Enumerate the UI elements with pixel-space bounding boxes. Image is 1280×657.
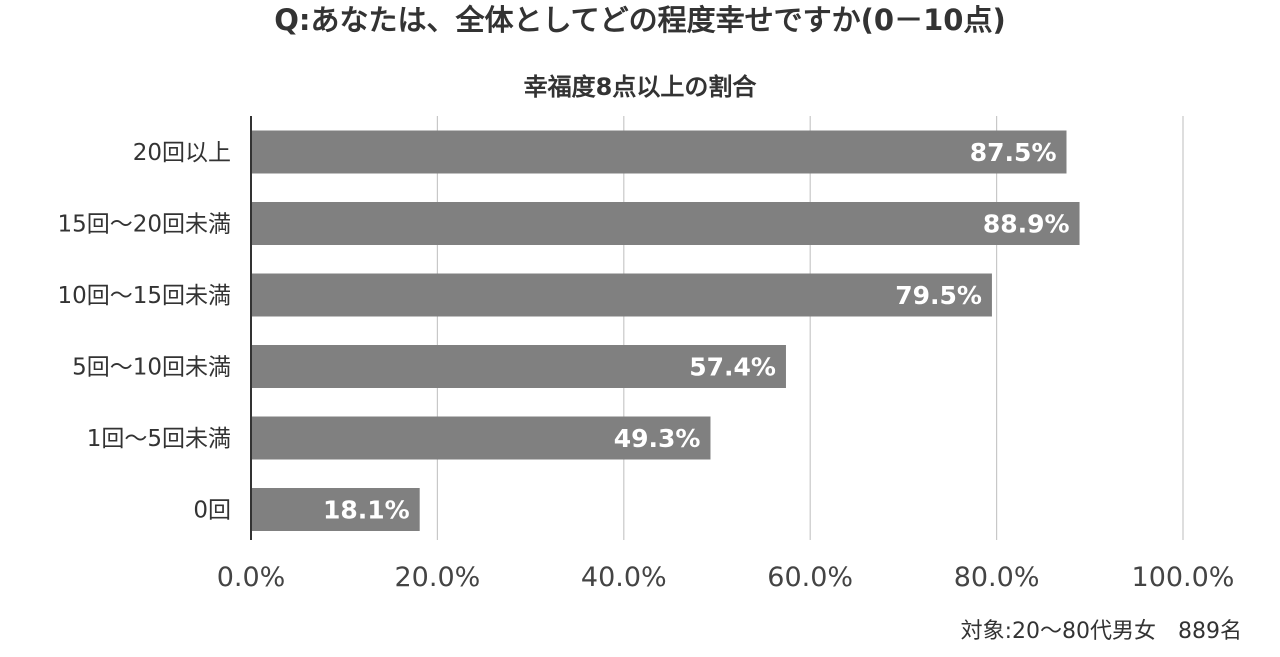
x-tick-label: 60.0% (767, 562, 853, 593)
value-label: 88.9% (983, 210, 1070, 239)
value-label: 87.5% (970, 138, 1057, 167)
category-label: 15回～20回未満 (57, 212, 231, 238)
value-label: 57.4% (689, 353, 776, 382)
bar (251, 345, 786, 388)
value-label: 49.3% (614, 424, 701, 453)
sample-note: 対象:20～80代男女 889名 (960, 619, 1242, 644)
category-label: 10回～15回未満 (57, 283, 231, 309)
category-label: 20回以上 (133, 140, 231, 166)
bar (251, 416, 711, 460)
x-tick-label: 0.0% (217, 562, 286, 593)
category-labels: 20回以上 15回～20回未満 10回～15回未満 5回～10回未満 1回～5回未満 0回 (57, 140, 231, 524)
category-label: 5回～10回未満 (72, 355, 231, 381)
x-tick-label: 40.0% (581, 562, 667, 593)
value-label: 18.1% (323, 496, 410, 525)
bar (251, 202, 1080, 245)
x-tick-labels: 0.0% 20.0% 40.0% 60.0% 80.0% 100.0% (217, 562, 1235, 593)
question-title: Q:あなたは、全体としてどの程度幸せですか(0－10点) (274, 3, 1006, 37)
chart-title: 幸福度8点以上の割合 (523, 73, 757, 101)
bar (251, 488, 420, 531)
value-label: 79.5% (895, 281, 982, 310)
category-label: 1回～5回未満 (87, 426, 231, 452)
gridlines (436, 116, 1184, 540)
x-tick-label: 20.0% (395, 562, 481, 593)
x-tick-label: 80.0% (954, 562, 1040, 593)
bar (251, 130, 1067, 174)
bars: 87.5% 88.9% 79.5% 57.4% 49.3% 18.1% (251, 130, 1080, 531)
x-tick-label: 100.0% (1132, 562, 1235, 593)
category-label: 0回 (193, 498, 231, 524)
bar (251, 273, 992, 317)
